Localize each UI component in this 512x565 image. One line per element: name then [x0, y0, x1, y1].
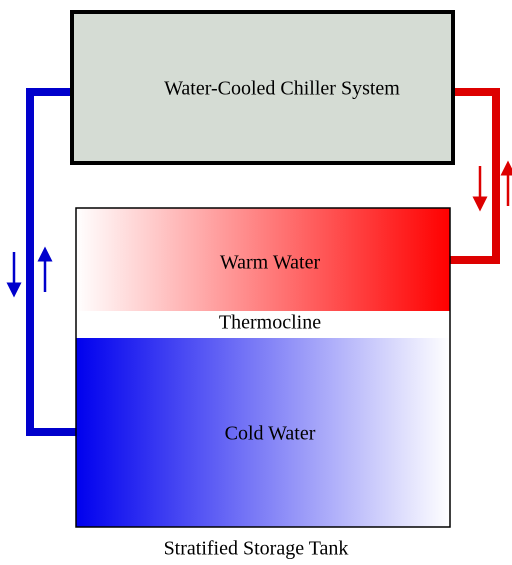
tank-outline	[75, 207, 451, 528]
cold-layer	[76, 338, 450, 527]
cold-pipe	[26, 88, 78, 436]
tank-caption: Stratified Storage Tank	[164, 538, 349, 560]
warm-label: Warm Water	[220, 252, 321, 274]
chiller-box	[70, 10, 455, 165]
warm-layer	[76, 208, 450, 311]
chiller-label: Water-Cooled Chiller System	[164, 78, 400, 100]
thermocline-label: Thermocline	[219, 312, 321, 334]
warm-pipe	[448, 88, 500, 264]
cold-label: Cold Water	[225, 423, 316, 445]
